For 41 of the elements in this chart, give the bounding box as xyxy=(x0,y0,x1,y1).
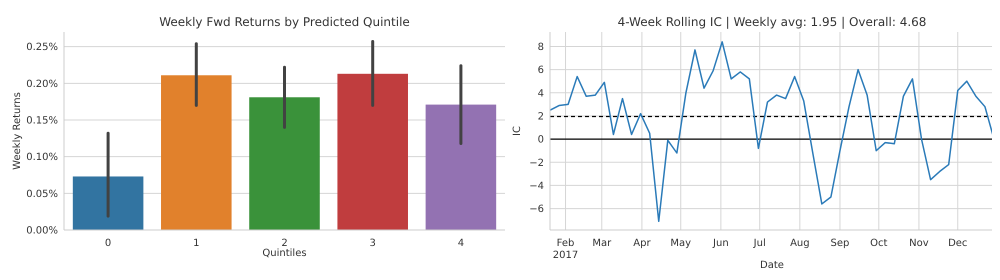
bar xyxy=(337,74,408,230)
bar xyxy=(72,176,144,230)
y-tick-label: 0.00% xyxy=(26,226,58,236)
bar xyxy=(426,104,496,230)
y-axis-title: Weekly Returns xyxy=(12,92,23,170)
x-tick-label: Jul xyxy=(752,238,766,249)
y-tick-label: 0 xyxy=(538,134,544,146)
y-tick-label: −6 xyxy=(529,204,544,216)
x-tick-label: 0 xyxy=(104,238,112,249)
y-tick-label: −4 xyxy=(529,180,544,192)
x-tick-label: Mar xyxy=(592,238,612,249)
x-tick-label: Nov xyxy=(909,238,929,249)
chart-title: 4-Week Rolling IC | Weekly avg: 1.95 | Overall: 4.68 xyxy=(618,15,926,29)
y-tick-label: 4 xyxy=(538,88,544,100)
x-tick-label: 3 xyxy=(370,238,376,249)
x-tick-label: Jun xyxy=(712,238,729,249)
bar xyxy=(249,97,320,230)
x-tick-label: 1 xyxy=(193,238,200,249)
x-tick-label: Feb 2017 xyxy=(552,238,578,261)
x-tick-label: Dec xyxy=(948,238,968,249)
x-tick-label: Apr xyxy=(633,238,652,249)
bar xyxy=(161,75,232,230)
x-axis-title: Date xyxy=(760,260,784,271)
y-tick-label: 0.05% xyxy=(26,188,58,200)
x-tick-label: Sep xyxy=(830,238,850,249)
x-tick-label: May xyxy=(670,238,692,249)
x-tick-label: Oct xyxy=(870,238,888,249)
y-tick-label: 0.15% xyxy=(26,116,58,126)
x-tick-label: 4 xyxy=(458,238,464,249)
y-tick-label: 2 xyxy=(538,111,544,122)
y-tick-label: 0.25% xyxy=(26,42,58,54)
x-tick-label: Aug xyxy=(790,238,810,249)
x-axis-title: Quintiles xyxy=(262,248,307,259)
y-tick-label: 0.10% xyxy=(26,152,58,164)
x-tick-label: 2 xyxy=(281,238,288,249)
y-tick-label: 6 xyxy=(538,65,544,76)
y-tick-label: 8 xyxy=(538,42,544,53)
chart-title: Weekly Fwd Returns by Predicted Quintile xyxy=(159,15,410,29)
y-axis-title: IC xyxy=(512,126,523,136)
y-tick-label: 0.20% xyxy=(26,78,58,90)
y-tick-label: −2 xyxy=(529,158,544,169)
